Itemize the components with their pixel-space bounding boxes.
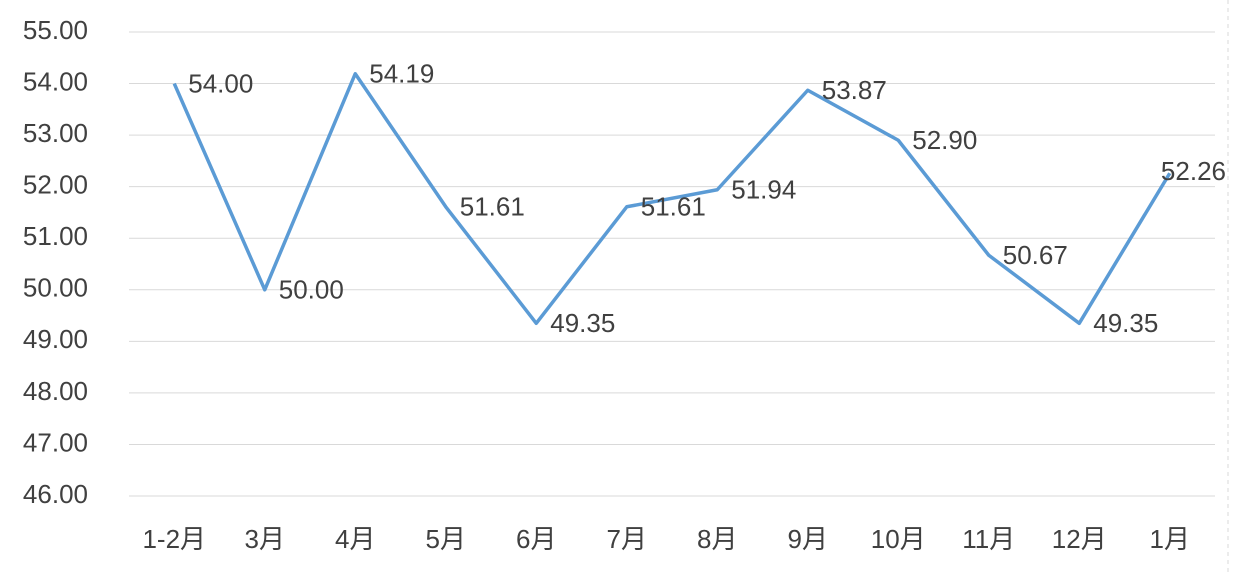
y-tick-label: 47.00 xyxy=(23,427,88,457)
y-tick-label: 50.00 xyxy=(23,273,88,303)
y-tick-label: 54.00 xyxy=(23,66,88,96)
data-label: 50.00 xyxy=(279,275,344,305)
y-tick-label: 49.00 xyxy=(23,324,88,354)
x-tick-label: 5月 xyxy=(426,524,466,554)
x-tick-label: 11月 xyxy=(962,524,1015,554)
x-tick-label: 6月 xyxy=(516,524,556,554)
y-tick-label: 52.00 xyxy=(23,170,88,200)
x-tick-label: 10月 xyxy=(871,524,926,554)
data-label: 53.87 xyxy=(822,75,887,105)
y-tick-label: 55.00 xyxy=(23,15,88,45)
data-label: 51.61 xyxy=(460,192,525,222)
y-tick-label: 46.00 xyxy=(23,479,88,509)
data-line xyxy=(172,72,1172,326)
x-tick-label: 9月 xyxy=(788,524,828,554)
y-tick-label: 51.00 xyxy=(23,221,88,251)
data-label: 51.61 xyxy=(641,192,706,222)
y-tick-label: 53.00 xyxy=(23,118,88,148)
data-label: 51.94 xyxy=(731,175,796,205)
x-tick-label: 3月 xyxy=(245,524,285,554)
x-tick-label: 1-2月 xyxy=(142,524,206,554)
data-label: 54.00 xyxy=(188,68,253,98)
x-tick-label: 12月 xyxy=(1052,524,1107,554)
data-label: 49.35 xyxy=(1093,308,1158,338)
data-label: 54.19 xyxy=(369,59,434,89)
x-tick-label: 7月 xyxy=(607,524,647,554)
y-tick-label: 48.00 xyxy=(23,376,88,406)
x-tick-label: 1月 xyxy=(1150,524,1190,554)
x-tick-label: 4月 xyxy=(335,524,375,554)
data-label: 52.26 xyxy=(1161,156,1226,186)
data-label: 49.35 xyxy=(550,308,615,338)
data-label: 50.67 xyxy=(1003,240,1068,270)
x-tick-label: 8月 xyxy=(697,524,737,554)
data-label: 52.90 xyxy=(912,125,977,155)
